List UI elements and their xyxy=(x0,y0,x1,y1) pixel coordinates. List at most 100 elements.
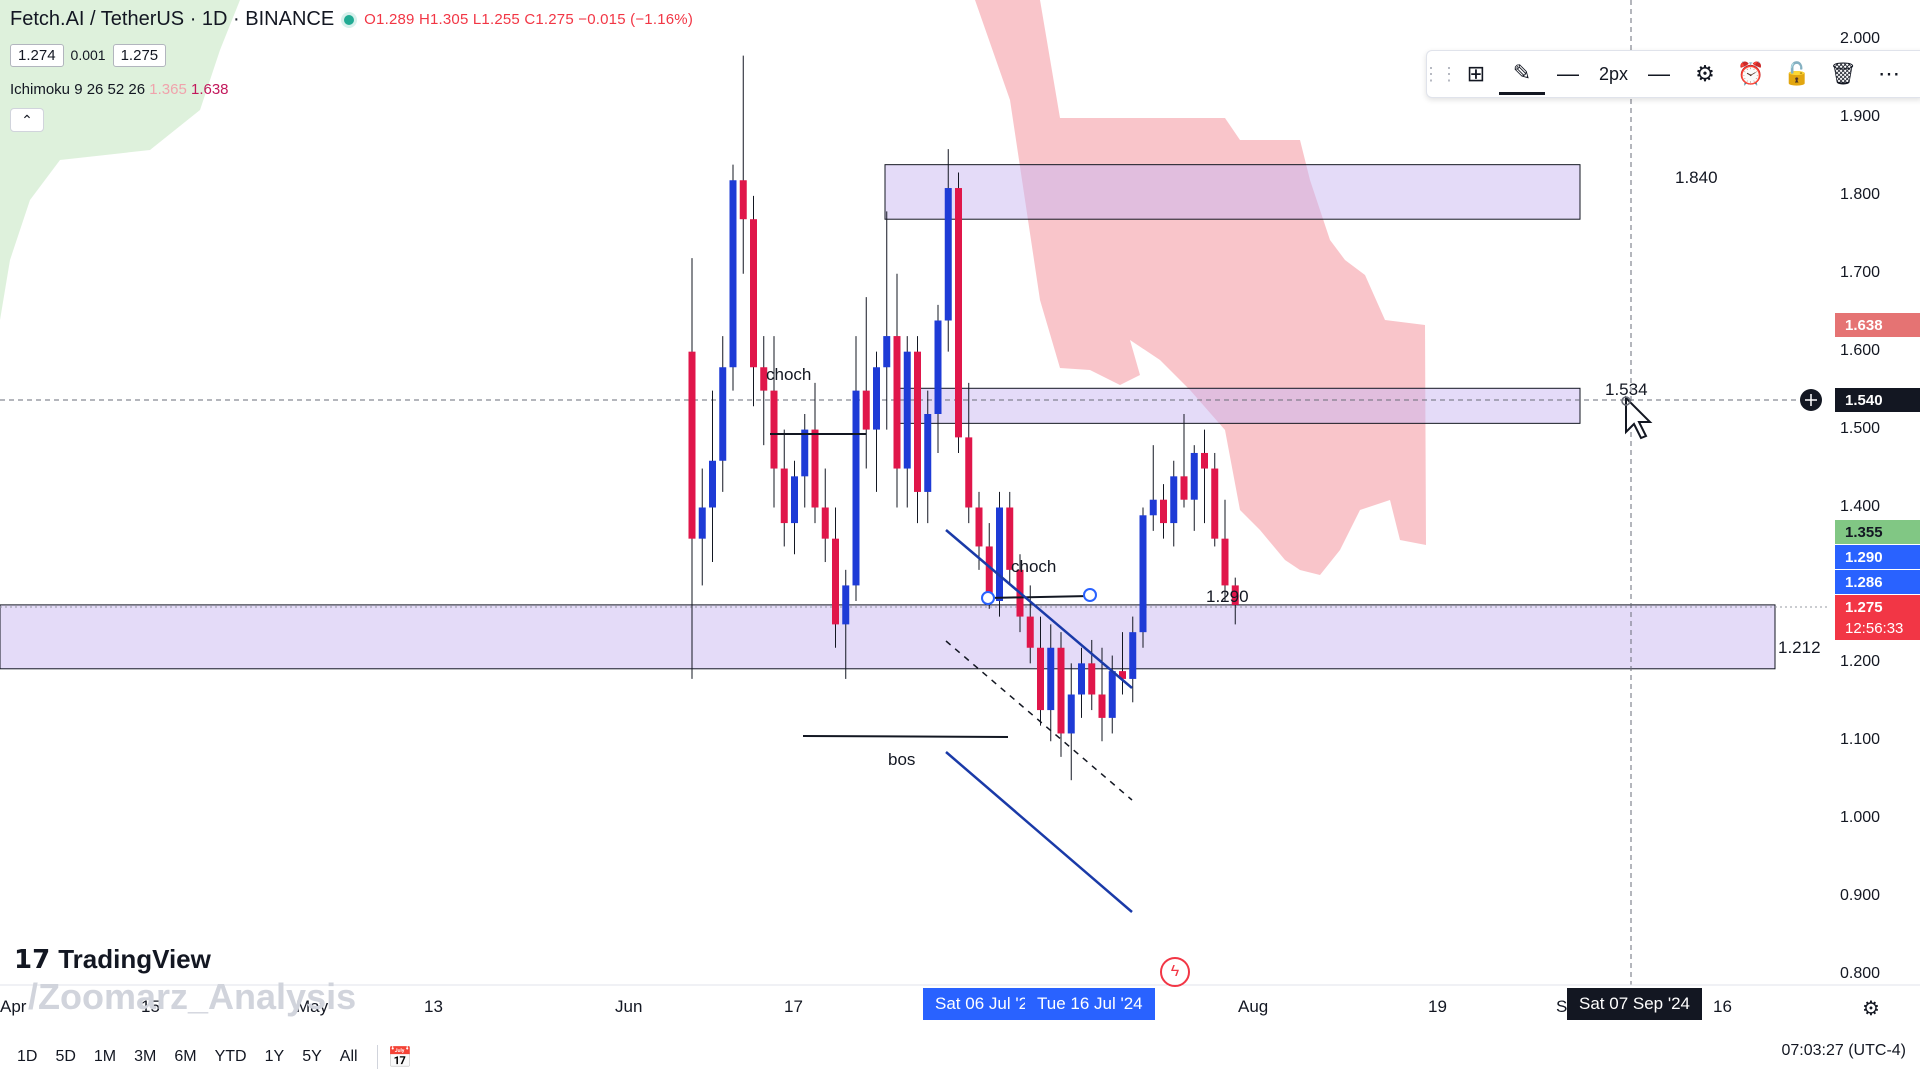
crosshair-price-label: 1.540 xyxy=(1835,388,1920,412)
line-type-icon[interactable]: — xyxy=(1648,61,1671,86)
y-tick: 1.100 xyxy=(1840,731,1881,749)
calendar-icon[interactable]: 📅 xyxy=(387,1046,413,1069)
bid-price[interactable]: 1.274 xyxy=(10,43,64,67)
y-tick: 0.800 xyxy=(1840,965,1881,982)
level-label-1212: 1.212 xyxy=(1778,638,1821,657)
lightning-icon[interactable]: ϟ xyxy=(1160,957,1190,987)
y-tick: 1.900 xyxy=(1840,107,1881,125)
candle xyxy=(770,336,778,508)
line-style-icon[interactable]: — xyxy=(1557,61,1579,86)
candle-body xyxy=(729,180,737,368)
candle-body xyxy=(1160,499,1167,524)
indicator-name: Ichimoku 9 26 52 26 xyxy=(10,81,146,98)
candle xyxy=(842,569,850,679)
candle-body xyxy=(719,367,727,461)
x-tick: 19 xyxy=(1428,997,1447,1016)
choch-handle-left xyxy=(981,591,995,605)
candle xyxy=(924,390,932,524)
pencil-color-icon[interactable]: ✎ xyxy=(1499,54,1545,95)
bid-ask-panel: 1.274 0.001 1.275 xyxy=(10,43,167,67)
candle-body xyxy=(1201,452,1208,469)
x-tick: May xyxy=(296,997,329,1016)
level-label-1840: 1.840 xyxy=(1675,168,1718,187)
alert-icon[interactable]: ⏰ xyxy=(1737,61,1765,86)
clock[interactable]: 07:03:27 (UTC-4) xyxy=(1781,1042,1907,1059)
candle xyxy=(698,468,706,586)
tradingview-logo[interactable]: 𝟭𝟳 TradingView xyxy=(14,944,211,975)
candle-body xyxy=(924,414,932,492)
channel-upper xyxy=(945,529,1133,689)
choch-handle-right xyxy=(1083,588,1097,602)
candle xyxy=(780,429,788,547)
candle xyxy=(821,468,829,563)
x-highlight-start[interactable]: Sat 06 Jul '24 xyxy=(923,988,1037,1020)
line-price-label-1: 1.290 xyxy=(1835,545,1920,569)
range-6m[interactable]: 6M xyxy=(174,1048,197,1065)
candle xyxy=(719,336,727,492)
candle xyxy=(729,164,737,391)
more-icon[interactable]: ⋯ xyxy=(1878,61,1901,86)
candle xyxy=(883,211,891,430)
range-ytd[interactable]: YTD xyxy=(214,1048,247,1065)
candle xyxy=(1221,499,1229,601)
range-5d[interactable]: 5D xyxy=(55,1048,76,1065)
candle xyxy=(1026,585,1034,664)
ichimoku-price-label: 1.355 xyxy=(1835,520,1920,544)
x-tick: 13 xyxy=(424,997,443,1016)
x-tick: 16 xyxy=(1713,997,1732,1016)
level-label-1534: 1.534 xyxy=(1605,380,1648,399)
lock-icon[interactable]: 🔓 xyxy=(1783,61,1811,86)
market-status-icon xyxy=(344,14,355,25)
candle-body xyxy=(1006,507,1014,570)
symbol-title[interactable]: Fetch.AI / TetherUS · 1D · BINANCE xyxy=(10,8,335,30)
candle xyxy=(955,172,962,453)
drag-handle-icon[interactable]: ⋮⋮ xyxy=(1422,63,1458,84)
candle-body xyxy=(832,538,839,625)
candle-body xyxy=(780,468,788,524)
x-tick: Apr xyxy=(0,997,27,1016)
indicator-legend[interactable]: Ichimoku 9 26 52 26 1.365 1.638 xyxy=(10,81,229,98)
range-1m[interactable]: 1M xyxy=(93,1048,117,1065)
y-tick: 1.400 xyxy=(1840,497,1881,515)
axis-settings-icon[interactable]: ⚙ xyxy=(1862,998,1880,1020)
candle xyxy=(688,258,696,679)
settings-icon[interactable]: ⚙ xyxy=(1695,61,1715,86)
candle xyxy=(1129,616,1137,703)
level-label-1290: 1.290 xyxy=(1206,587,1249,606)
candle-body xyxy=(873,367,880,430)
line-width-button[interactable]: 2px xyxy=(1599,63,1629,84)
kumo-green-left xyxy=(0,0,240,320)
trash-icon[interactable]: 🗑 xyxy=(1829,61,1857,86)
candle xyxy=(1170,460,1178,547)
range-1y[interactable]: 1Y xyxy=(264,1048,285,1065)
range-all[interactable]: All xyxy=(339,1048,358,1065)
candle-body xyxy=(1180,476,1188,500)
indicator-value-2: 1.638 xyxy=(190,81,229,98)
ask-price[interactable]: 1.275 xyxy=(112,43,167,67)
supply-demand-zone xyxy=(899,387,1581,424)
range-5y[interactable]: 5Y xyxy=(302,1048,322,1065)
candle-body xyxy=(821,507,829,539)
candle-body xyxy=(934,320,942,414)
range-3m[interactable]: 3M xyxy=(134,1048,157,1065)
collapse-legend-button[interactable]: ⌃ xyxy=(10,108,44,132)
templates-icon[interactable]: ⊞ xyxy=(1466,61,1486,86)
candle xyxy=(1006,491,1014,586)
candle xyxy=(944,149,952,352)
crosshair-date-label: Sat 07 Sep '24 xyxy=(1567,988,1702,1020)
cursor-dot xyxy=(1621,396,1631,406)
candle-body xyxy=(955,188,962,438)
candle xyxy=(832,507,839,648)
supply-demand-zone xyxy=(0,604,1776,670)
candle xyxy=(1201,429,1208,524)
x-highlight-end[interactable]: Tue 16 Jul '24 xyxy=(1025,988,1155,1020)
candle xyxy=(760,336,768,446)
range-1d[interactable]: 1D xyxy=(17,1048,38,1065)
candle-body xyxy=(1026,616,1034,648)
y-tick: 1.000 xyxy=(1840,809,1881,827)
candle xyxy=(862,297,870,469)
candle-body xyxy=(996,507,1003,601)
candle-body xyxy=(914,351,921,492)
candle-body xyxy=(1119,671,1126,679)
